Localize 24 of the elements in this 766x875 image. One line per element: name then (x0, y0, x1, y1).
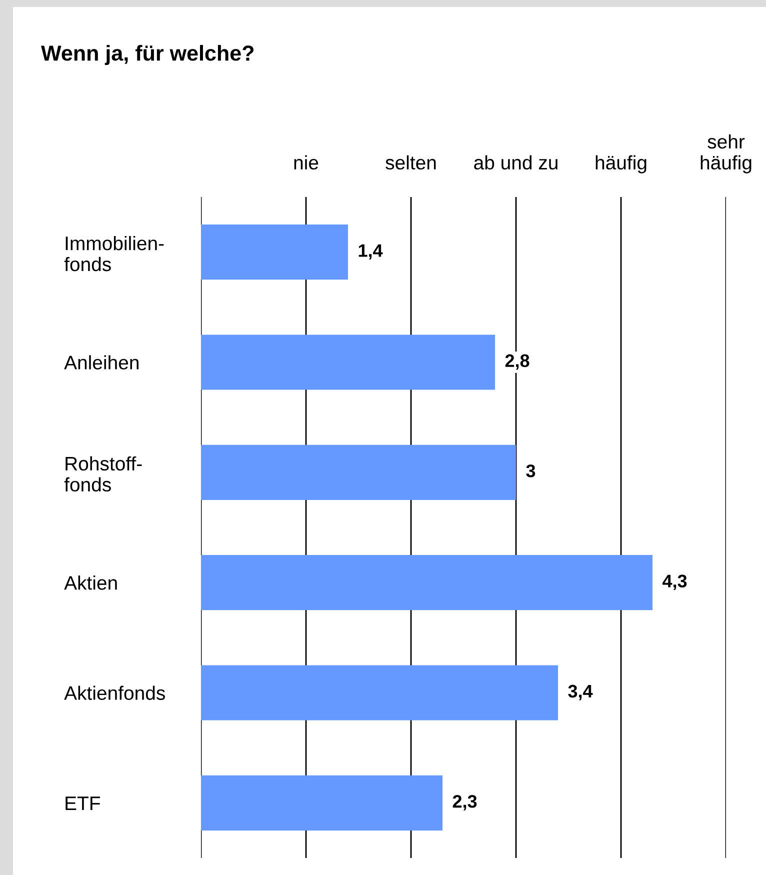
bar (201, 775, 442, 830)
bar (201, 665, 558, 720)
data-label: 4,3 (662, 574, 687, 590)
ref-line-label: ab und zu (474, 155, 558, 170)
data-label: 1,4 (358, 244, 383, 260)
bar (201, 334, 495, 390)
y-tick-label: Immobilien- fonds (64, 236, 164, 272)
ref-line-label: selten (386, 155, 436, 170)
y-tick-label: Aktien (64, 576, 117, 590)
data-label: 3 (526, 464, 536, 478)
bar (201, 555, 652, 610)
y-tick-label: ETF (66, 796, 100, 810)
bar (201, 444, 516, 500)
data-label: 2,3 (452, 794, 477, 810)
data-label: 2,8 (505, 354, 530, 370)
ref-line-label: häufig (596, 155, 646, 174)
data-label: 3,4 (568, 684, 593, 700)
y-tick-label: Rohstoff- fonds (64, 456, 142, 492)
y-tick-label: Anleihen (64, 355, 138, 370)
ref-line-label: sehr häufig (700, 134, 752, 174)
y-tick-label: Aktienfonds (64, 686, 165, 700)
chart-title: Wenn ja, für welche? (41, 44, 254, 66)
bar (201, 224, 348, 280)
ref-line-label: nie (294, 155, 318, 170)
